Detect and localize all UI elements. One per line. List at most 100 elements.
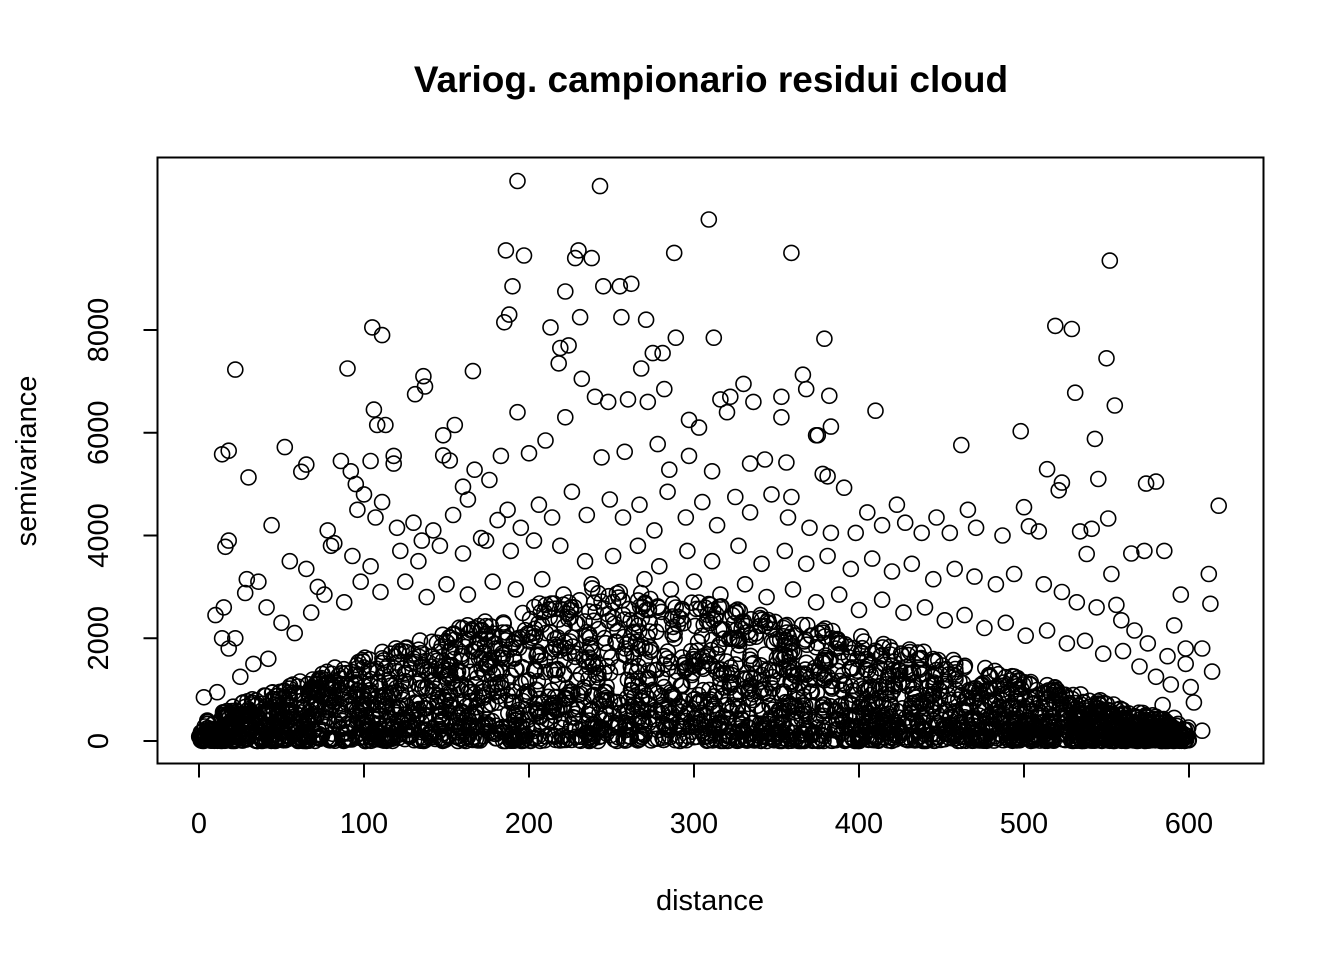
data-point [685,573,703,591]
data-point [702,614,719,632]
data-point [601,491,619,508]
data-point [397,672,414,690]
data-point [547,731,564,749]
data-point [781,644,799,661]
data-point [1094,645,1112,663]
data-point [348,711,366,729]
data-point [867,663,885,681]
data-point [391,542,409,560]
data-point [773,408,790,426]
data-point [795,687,813,705]
data-point [841,660,859,678]
data-point [563,483,581,501]
data-point [388,519,406,537]
data-point [1176,732,1193,750]
data-point [801,519,818,537]
data-point [1193,640,1211,657]
data-point [520,444,538,462]
data-point [1162,676,1180,693]
data-point [994,527,1011,544]
data-point [987,575,1005,593]
data-point [1074,732,1091,750]
x-tick-label: 200 [505,808,553,840]
data-point [467,703,484,721]
data-point [768,672,786,690]
data-point [773,388,790,406]
data-point [297,560,315,578]
data-point [220,532,237,549]
data-point [855,706,873,724]
data-point [1071,724,1088,742]
data-point [382,677,399,695]
data-point [666,689,684,707]
data-point [481,471,498,489]
data-point [362,557,379,575]
x-tick-label: 600 [1165,808,1213,840]
data-point [736,575,754,593]
data-point [917,722,935,739]
data-point [405,514,422,532]
data-point [517,673,535,690]
data-point [756,680,774,698]
data-point [363,319,381,336]
data-point [649,435,667,453]
data-point [563,731,580,749]
data-point [588,666,605,684]
data-point [438,575,455,593]
data-point [546,688,564,706]
data-point [664,595,682,613]
y-tick-label: 2000 [83,606,115,671]
data-point [220,640,237,657]
data-point [764,668,781,686]
data-point [703,641,720,659]
data-point [332,452,350,470]
data-point [1154,696,1171,714]
data-point [637,311,655,329]
data-point [518,683,536,700]
data-point [636,570,653,588]
data-point [505,693,523,711]
data-point [758,588,775,606]
data-point [857,660,875,678]
data-point [391,699,409,717]
data-point [462,622,480,640]
data-point [781,660,799,677]
data-point [783,488,800,506]
data-point [619,391,637,408]
data-point [645,661,663,679]
data-point [396,573,414,591]
data-point [622,275,640,293]
data-point [753,555,770,573]
data-point [721,388,739,406]
data-point [434,447,452,464]
data-point [1108,596,1125,614]
data-point [611,277,629,295]
data-point [650,557,668,575]
data-point [889,661,907,679]
data-point [276,438,294,456]
data-point [834,713,852,731]
data-point [437,700,455,718]
data-point [1177,655,1194,673]
data-point [1071,523,1089,540]
data-point [590,664,607,682]
data-point [1134,713,1151,731]
data-point [881,693,899,711]
data-point [680,447,698,465]
data-point [809,663,827,680]
data-point [316,586,333,603]
data-point [258,599,275,616]
data-point [585,686,603,704]
data-point [885,661,902,679]
data-point [352,573,370,591]
data-point [250,573,267,591]
data-point [509,172,526,190]
y-axis-label: semivariance [11,376,43,547]
data-point [778,454,795,471]
data-point [568,671,586,689]
data-point [580,626,598,643]
data-point [798,616,816,634]
data-point [695,691,713,709]
data-point [570,242,587,259]
data-point [205,722,223,740]
